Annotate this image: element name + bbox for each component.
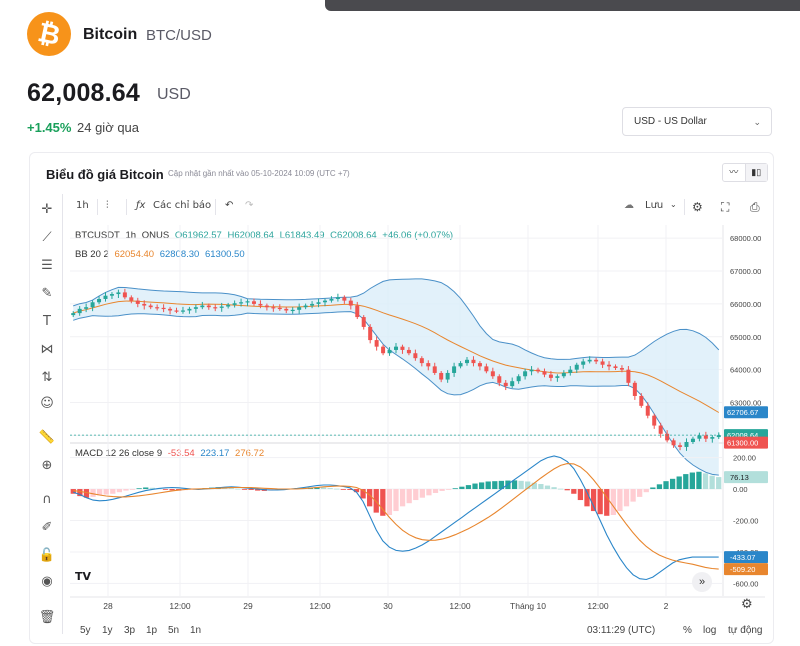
- legend-symbol: BTCUSDT: [75, 230, 120, 241]
- bb-upper: 62054.40: [114, 249, 155, 260]
- horizontal-lines-icon[interactable]: ☰: [41, 258, 53, 273]
- macd-hist: -53.54: [167, 448, 195, 459]
- price-currency: USD: [157, 86, 191, 103]
- toolbar-divider: [62, 194, 63, 634]
- ruler-icon[interactable]: 📏: [38, 430, 56, 445]
- log-toggle[interactable]: log: [703, 625, 717, 636]
- legend-exchange: ONUS: [141, 230, 170, 241]
- candle-style-icon[interactable]: ⫶: [106, 200, 109, 211]
- bb-label: BB 20 2: [75, 249, 109, 260]
- zoom-in-icon[interactable]: ⊕: [41, 458, 53, 473]
- toolbar-sep: [126, 199, 127, 215]
- macd-signal: 276.72: [235, 448, 265, 459]
- line-chart-icon[interactable]: 〰: [729, 167, 739, 177]
- macd-line: 223.17: [200, 448, 230, 459]
- legend-close: C62008.64: [330, 230, 377, 241]
- eye-icon[interactable]: ◉: [41, 574, 53, 589]
- scroll-forward-button[interactable]: »: [692, 572, 712, 592]
- range-button-5n[interactable]: 5n: [168, 625, 180, 636]
- cloud-icon[interactable]: ☁: [624, 200, 634, 211]
- chart-type-toggle: 〰 ▮▯: [722, 163, 768, 182]
- drawing-toolbar: ✛ ⟋ ☰ ✎ T ⋈ ⇅ ☺ 📏 ⊕ ∩ ✐ 🔓 ◉ 🗑: [32, 194, 62, 634]
- toolbar-sep: [684, 199, 685, 215]
- legend-interval: 1h: [125, 230, 137, 241]
- chart-card-subtitle: Cập nhật gần nhất vào 05-10-2024 10:09 (…: [168, 169, 350, 178]
- bb-legend: BB 20 2 62054.40 62808.30 61300.50: [75, 249, 248, 260]
- text-tool-icon[interactable]: T: [43, 314, 51, 329]
- trend-line-icon[interactable]: ⟋: [42, 230, 52, 245]
- save-chevron-icon[interactable]: ⌄: [670, 200, 677, 209]
- trash-icon[interactable]: 🗑: [38, 610, 56, 625]
- clock-time: 03:11:29 (UTC): [587, 625, 656, 636]
- redo-icon[interactable]: ↷: [245, 200, 254, 211]
- indicators-icon[interactable]: ƒx: [136, 200, 146, 211]
- price-change: +1.45%: [27, 120, 72, 135]
- undo-icon[interactable]: ↶: [225, 200, 234, 211]
- chevron-down-icon: ⌄: [753, 117, 761, 127]
- indicators-button[interactable]: Các chỉ báo: [153, 200, 212, 211]
- legend-low: L61843.49: [279, 230, 325, 241]
- bb-mid: 62808.30: [159, 249, 200, 260]
- range-button-1p[interactable]: 1p: [146, 625, 158, 636]
- emoji-icon[interactable]: ☺: [40, 396, 54, 411]
- range-button-1y[interactable]: 1y: [102, 625, 113, 636]
- settings-gear-icon[interactable]: ⚙: [692, 200, 703, 214]
- macd-legend: MACD 12 26 close 9 -53.54 223.17 276.72: [75, 448, 267, 459]
- percent-toggle[interactable]: %: [683, 625, 692, 636]
- current-price: 62,008.64: [27, 79, 141, 107]
- chart-card: [29, 152, 774, 644]
- legend-high: H62008.64: [227, 230, 274, 241]
- currency-select[interactable]: USD - US Dollar ⌄: [622, 107, 772, 136]
- coin-pair: BTC/USD: [146, 27, 212, 44]
- magnet-icon[interactable]: ∩: [42, 492, 52, 507]
- brush-icon[interactable]: ✎: [41, 286, 53, 301]
- tradingview-logo-icon: TV: [75, 570, 92, 583]
- axis-settings-icon[interactable]: ⚙: [741, 597, 753, 612]
- range-button-5y[interactable]: 5y: [80, 625, 91, 636]
- macd-label: MACD 12 26 close 9: [75, 448, 163, 459]
- bb-lower: 61300.50: [204, 249, 245, 260]
- fullscreen-icon[interactable]: ⛶: [721, 200, 730, 214]
- toolbar-sep: [97, 199, 98, 215]
- candlestick-icon[interactable]: ▮▯: [744, 164, 767, 181]
- price-change-period: 24 giờ qua: [77, 120, 140, 135]
- interval-button[interactable]: 1h: [76, 200, 89, 211]
- currency-select-value: USD - US Dollar: [634, 116, 707, 127]
- toolbar-sep: [215, 199, 216, 215]
- crosshair-icon[interactable]: ✛: [41, 202, 53, 217]
- ohlc-legend: BTCUSDT 1h ONUS O61962.57 H62008.64 L618…: [75, 230, 456, 241]
- legend-change: +46.06 (+0.07%): [382, 230, 454, 241]
- coin-name: Bitcoin: [83, 26, 138, 43]
- save-button[interactable]: Lưu: [645, 200, 664, 211]
- chart-card-title: Biểu đồ giá Bitcoin: [46, 167, 164, 182]
- measure-range-icon[interactable]: ⇅: [41, 370, 53, 385]
- unlock-icon[interactable]: 🔓: [38, 548, 56, 563]
- lock-drawing-icon[interactable]: ✐: [41, 520, 53, 535]
- bitcoin-logo-icon: ₿: [27, 12, 71, 56]
- pattern-tool-icon[interactable]: ⋈: [40, 342, 54, 357]
- range-button-3p[interactable]: 3p: [124, 625, 136, 636]
- range-button-1n[interactable]: 1n: [190, 625, 202, 636]
- auto-scale-toggle[interactable]: tự động: [728, 625, 763, 636]
- camera-icon[interactable]: ⎙: [750, 200, 760, 214]
- top-window-bar: [325, 0, 800, 11]
- legend-open: O61962.57: [174, 230, 222, 241]
